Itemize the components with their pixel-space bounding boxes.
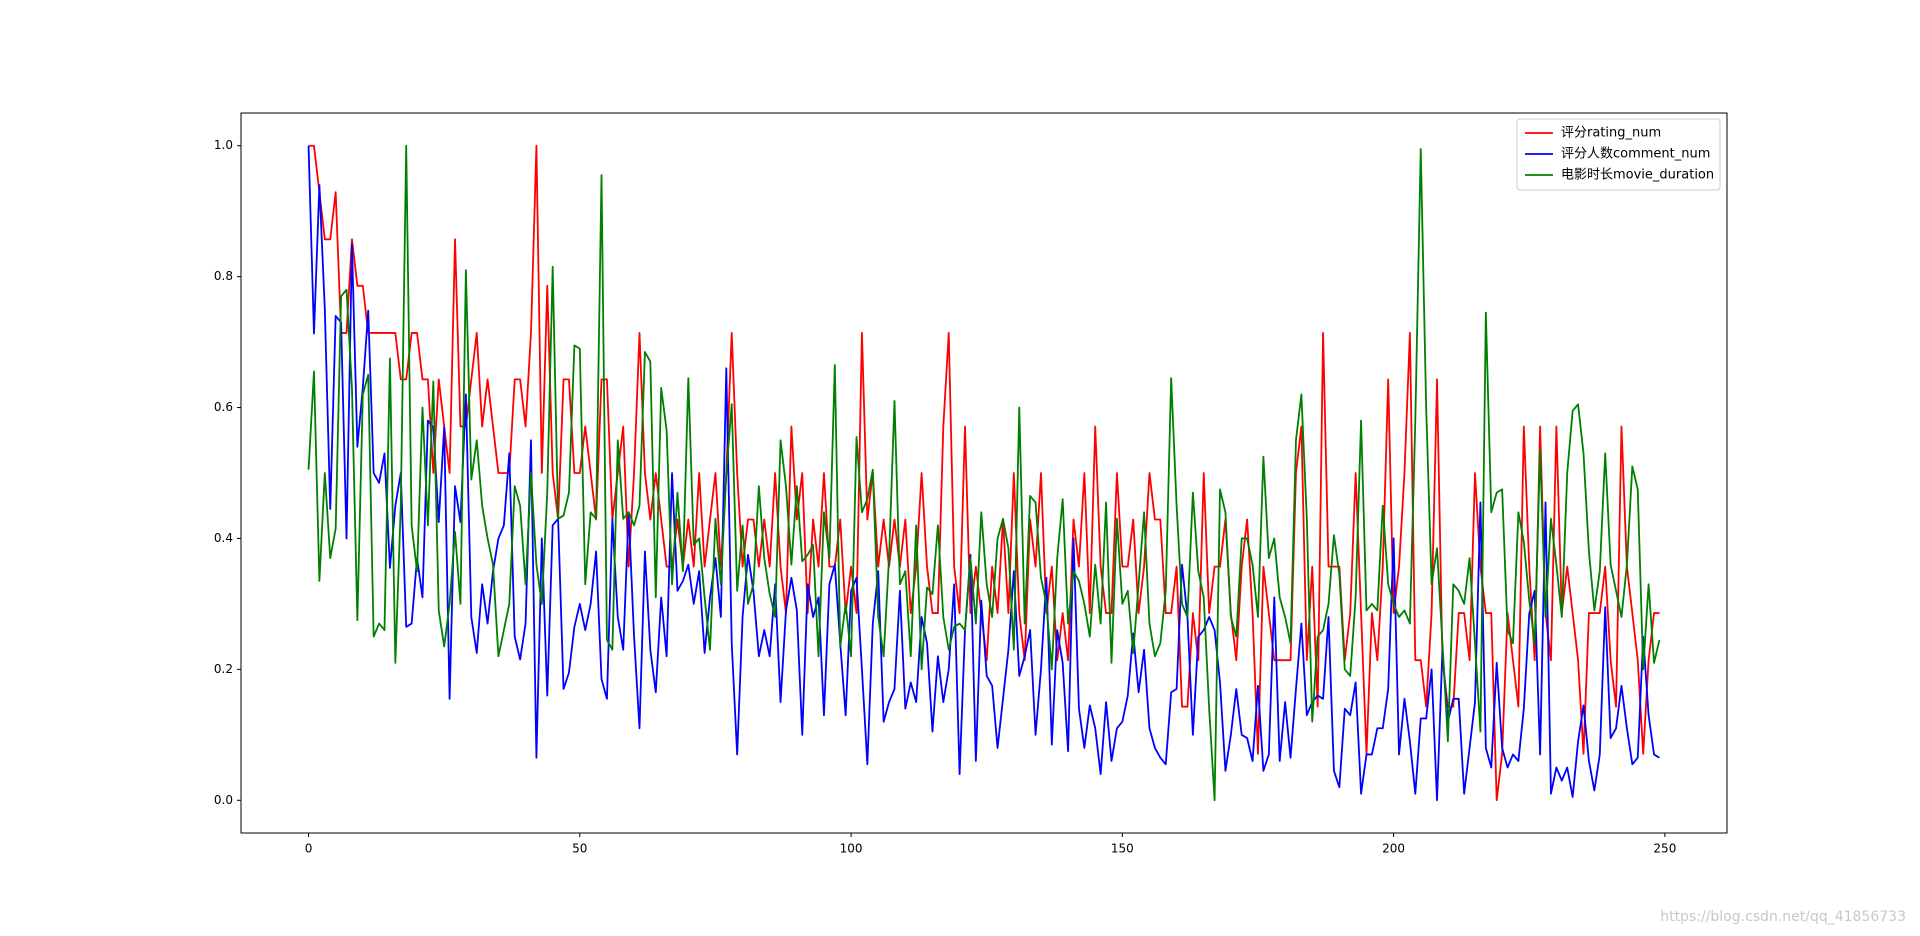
x-tick-label: 250	[1653, 842, 1676, 856]
x-tick-label: 50	[572, 842, 587, 856]
series-line	[307, 145, 1660, 802]
legend-box	[1516, 118, 1721, 191]
legend-label: 电影时长movie_duration	[1561, 168, 1714, 183]
legend-label: 评分rating_num	[1561, 126, 1661, 141]
x-tick-label: 100	[840, 842, 863, 856]
x-tick-label: 200	[1382, 842, 1405, 856]
y-tick-label: 0.4	[214, 531, 233, 545]
watermark: https://blog.csdn.net/qq_41856733	[1660, 909, 1906, 925]
x-tick-label: 150	[1111, 842, 1134, 856]
y-tick-label: 0.2	[214, 662, 233, 676]
axes-frame	[240, 112, 1728, 834]
y-tick-label: 0.8	[214, 269, 233, 283]
y-tick-label: 0.0	[214, 793, 233, 807]
y-tick-label: 0.6	[214, 400, 233, 414]
y-tick-label: 1.0	[214, 138, 233, 152]
x-tick-label: 0	[305, 842, 313, 856]
series-line	[307, 144, 1661, 802]
legend-label: 评分人数comment_num	[1561, 147, 1710, 162]
